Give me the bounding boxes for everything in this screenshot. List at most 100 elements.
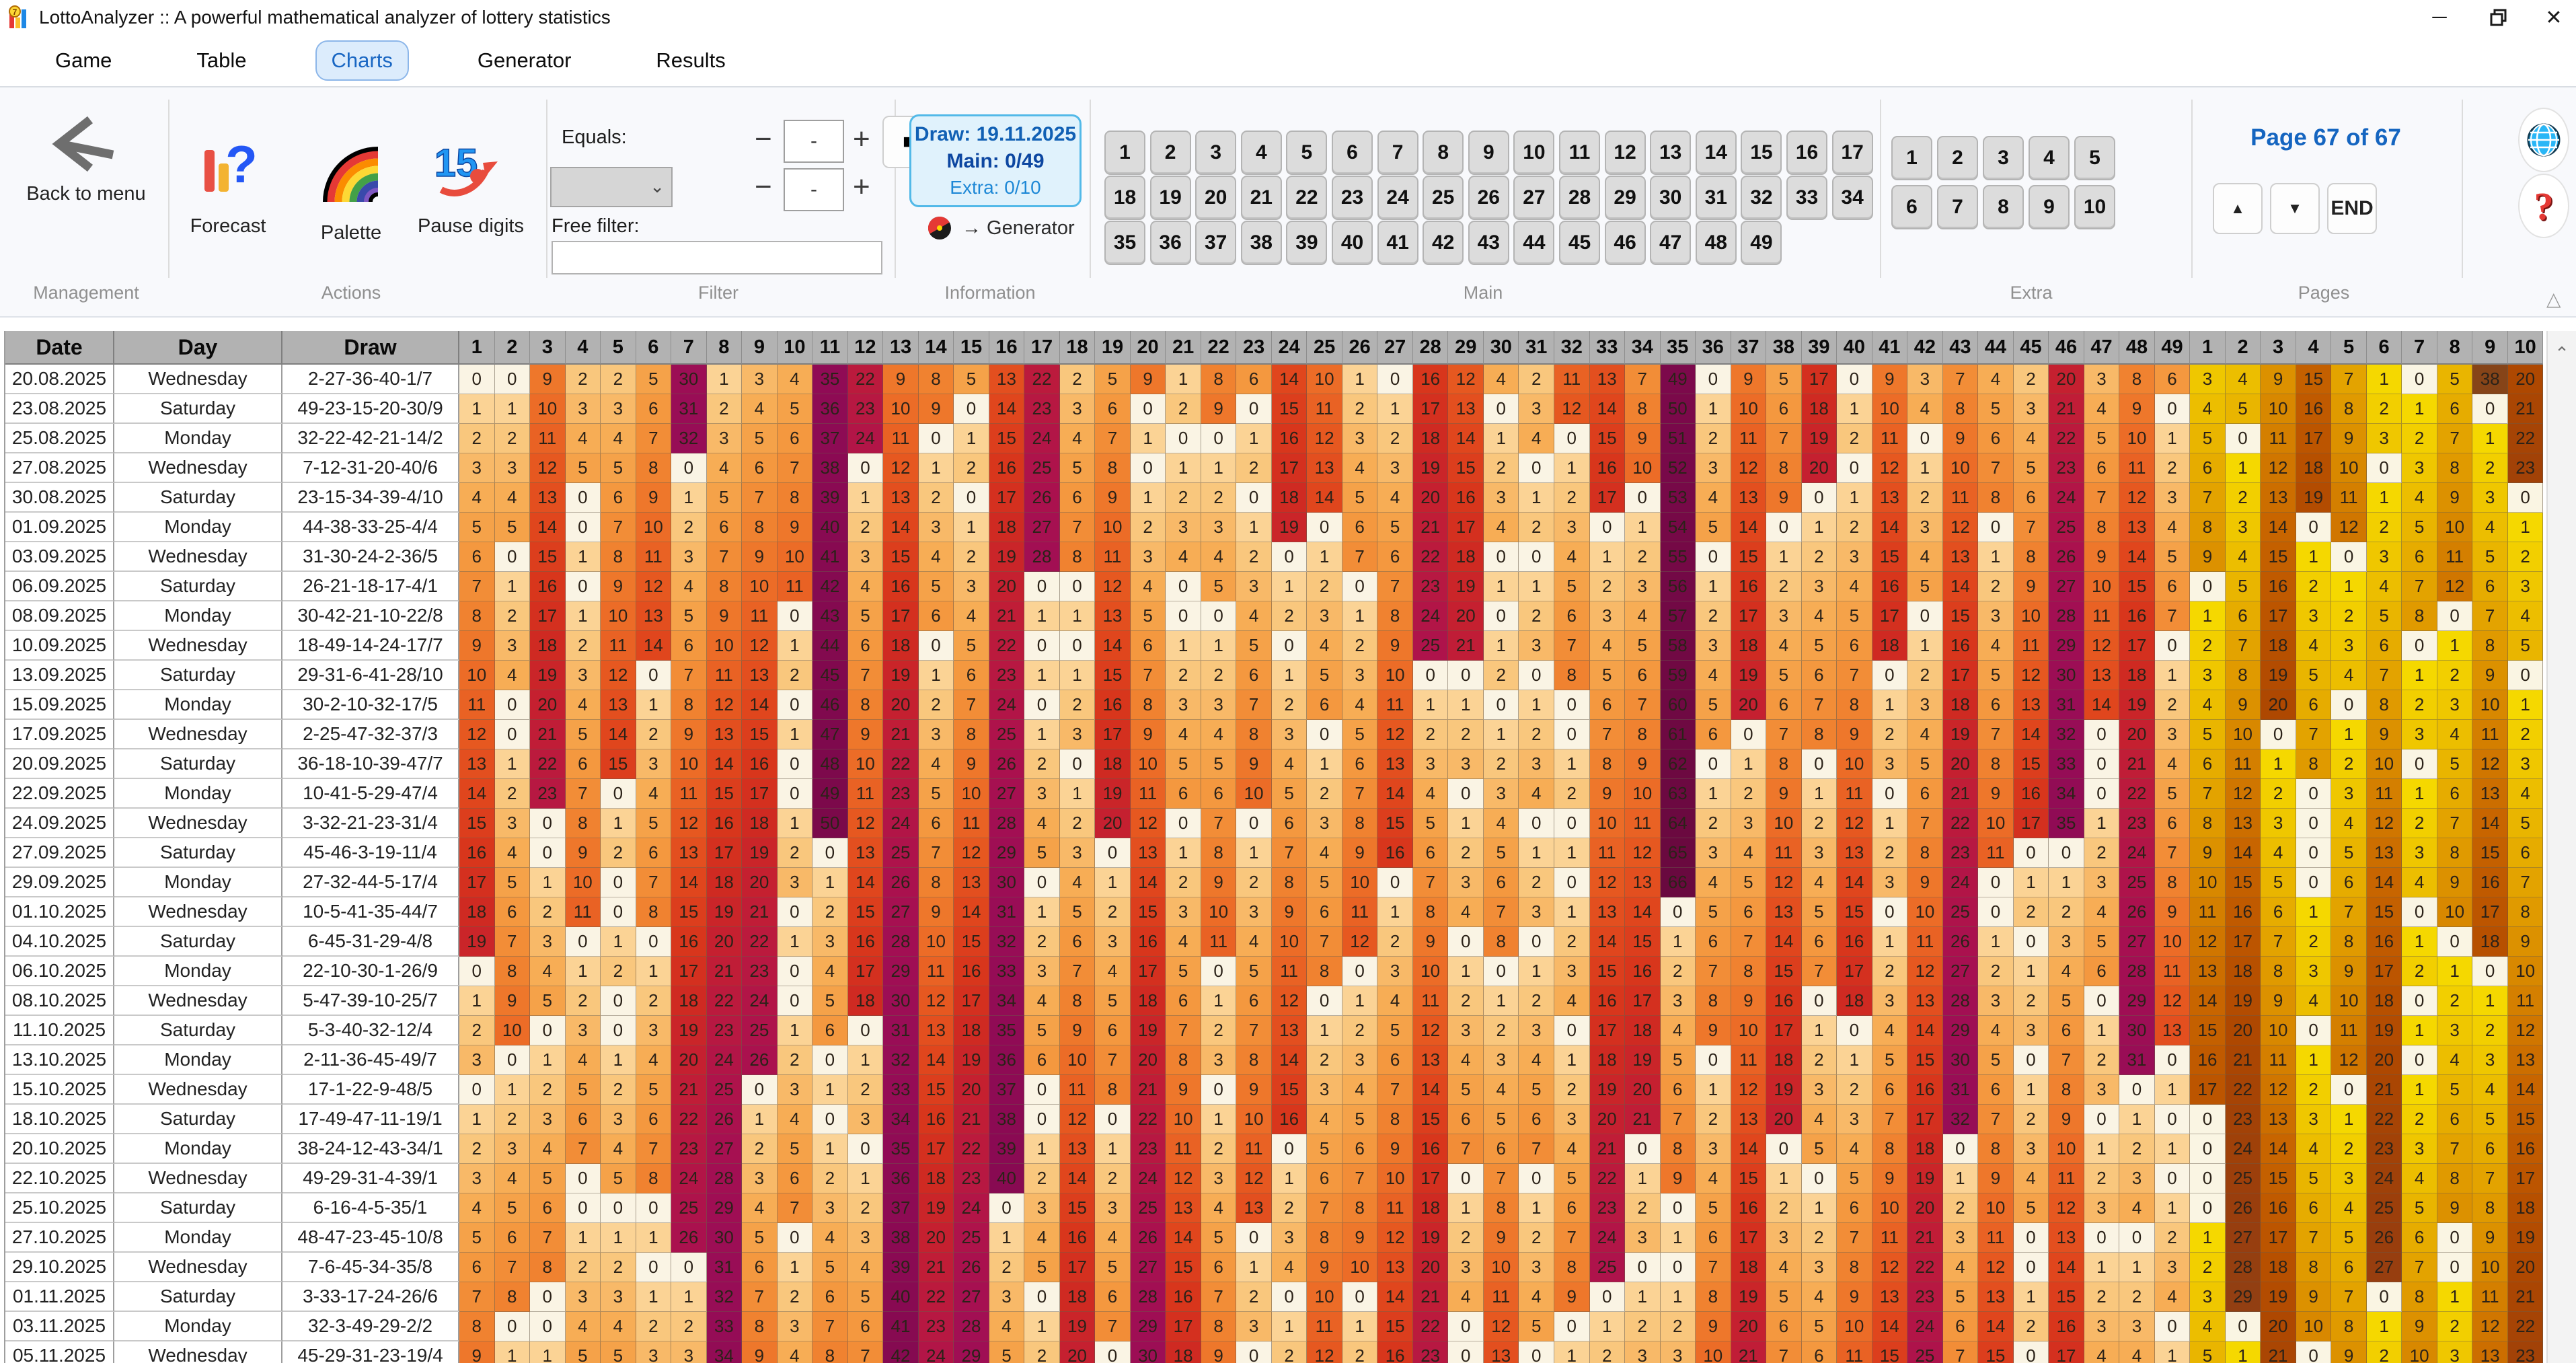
generator-link[interactable]: → Generator xyxy=(927,215,1075,241)
page-end-button[interactable]: END xyxy=(2327,183,2377,234)
extra-number-button-10[interactable]: 10 xyxy=(2074,185,2115,229)
filter-dropdown[interactable]: ⌄ xyxy=(550,167,673,207)
main-number-button-11[interactable]: 11 xyxy=(1559,131,1600,175)
extra-number-button-7[interactable]: 7 xyxy=(1937,185,1978,229)
main-number-button-26[interactable]: 26 xyxy=(1468,176,1509,220)
forecast-button[interactable]: Forecast xyxy=(190,215,266,237)
filter2-plus-button[interactable]: + xyxy=(853,170,870,203)
cell-main-delay: 1 xyxy=(1130,483,1166,513)
column-header-main-27: 27 xyxy=(1377,331,1413,365)
menu-item-game[interactable]: Game xyxy=(55,48,112,72)
pause-digits-button[interactable]: Pause digits xyxy=(418,215,524,237)
main-number-button-29[interactable]: 29 xyxy=(1604,176,1646,220)
cell-main-delay: 9 xyxy=(1271,897,1308,927)
main-number-button-39[interactable]: 39 xyxy=(1286,221,1328,265)
main-number-button-7[interactable]: 7 xyxy=(1377,131,1418,175)
extra-number-button-9[interactable]: 9 xyxy=(2029,185,2070,229)
main-number-button-8[interactable]: 8 xyxy=(1423,131,1464,175)
extra-number-button-5[interactable]: 5 xyxy=(2074,136,2115,180)
cell-extra-delay: 2 xyxy=(2472,453,2508,483)
main-number-button-33[interactable]: 33 xyxy=(1786,176,1827,220)
main-number-button-3[interactable]: 3 xyxy=(1195,131,1237,175)
extra-number-button-1[interactable]: 1 xyxy=(1891,136,1932,180)
main-number-button-27[interactable]: 27 xyxy=(1513,176,1555,220)
menu-item-charts[interactable]: Charts xyxy=(315,40,409,81)
collapse-toolbar-icon[interactable]: △ xyxy=(2546,289,2561,309)
minimize-button[interactable]: ─ xyxy=(2432,6,2447,28)
cell-main-delay: 6 xyxy=(1095,1016,1131,1045)
main-number-button-49[interactable]: 49 xyxy=(1741,221,1782,265)
main-number-button-17[interactable]: 17 xyxy=(1831,131,1873,175)
page-down-button[interactable]: ▼ xyxy=(2270,183,2320,234)
close-button[interactable]: ✕ xyxy=(2545,6,2563,29)
language-globe-button[interactable] xyxy=(2518,108,2569,172)
main-number-button-45[interactable]: 45 xyxy=(1559,221,1600,265)
main-number-button-20[interactable]: 20 xyxy=(1195,176,1237,220)
main-number-button-32[interactable]: 32 xyxy=(1741,176,1782,220)
main-number-button-21[interactable]: 21 xyxy=(1240,176,1282,220)
main-number-button-16[interactable]: 16 xyxy=(1786,131,1827,175)
main-number-button-12[interactable]: 12 xyxy=(1604,131,1646,175)
menu-item-results[interactable]: Results xyxy=(656,48,726,72)
main-number-button-42[interactable]: 42 xyxy=(1423,221,1464,265)
main-number-button-30[interactable]: 30 xyxy=(1650,176,1692,220)
main-number-button-9[interactable]: 9 xyxy=(1468,131,1509,175)
filter2-value-field[interactable]: - xyxy=(784,168,844,211)
extra-number-button-4[interactable]: 4 xyxy=(2029,136,2070,180)
main-number-button-5[interactable]: 5 xyxy=(1286,131,1328,175)
restore-button[interactable] xyxy=(2478,0,2520,35)
extra-number-button-8[interactable]: 8 xyxy=(1983,185,2024,229)
main-number-button-48[interactable]: 48 xyxy=(1695,221,1737,265)
equals-value-field[interactable]: - xyxy=(784,120,844,163)
cell-main-delay: 7 xyxy=(742,483,778,513)
main-number-button-19[interactable]: 19 xyxy=(1149,176,1191,220)
help-button[interactable]: ? xyxy=(2518,174,2569,238)
main-number-button-31[interactable]: 31 xyxy=(1695,176,1737,220)
main-number-button-40[interactable]: 40 xyxy=(1332,221,1373,265)
palette-rainbow-icon[interactable] xyxy=(323,140,381,208)
main-number-button-35[interactable]: 35 xyxy=(1104,221,1145,265)
main-number-button-18[interactable]: 18 xyxy=(1104,176,1145,220)
main-number-button-13[interactable]: 13 xyxy=(1650,131,1692,175)
main-number-button-1[interactable]: 1 xyxy=(1104,131,1145,175)
extra-number-button-3[interactable]: 3 xyxy=(1983,136,2024,180)
equals-plus-button[interactable]: + xyxy=(853,122,870,155)
main-number-button-44[interactable]: 44 xyxy=(1513,221,1555,265)
main-number-button-47[interactable]: 47 xyxy=(1650,221,1692,265)
back-arrow-icon[interactable] xyxy=(47,116,121,176)
menu-item-generator[interactable]: Generator xyxy=(477,48,572,72)
back-to-menu-button[interactable]: Back to menu xyxy=(26,183,146,205)
extra-number-button-2[interactable]: 2 xyxy=(1937,136,1978,180)
vertical-scrollbar[interactable]: ⌃ xyxy=(2546,331,2576,1363)
main-number-button-4[interactable]: 4 xyxy=(1240,131,1282,175)
main-number-button-46[interactable]: 46 xyxy=(1604,221,1646,265)
main-number-button-22[interactable]: 22 xyxy=(1286,176,1328,220)
palette-button[interactable]: Palette xyxy=(320,222,382,244)
pause-digits-icon[interactable]: 15 xyxy=(434,141,503,205)
forecast-icon[interactable]: ? xyxy=(203,135,258,203)
free-filter-input[interactable] xyxy=(552,241,882,274)
main-number-button-25[interactable]: 25 xyxy=(1423,176,1464,220)
main-number-button-10[interactable]: 10 xyxy=(1513,131,1555,175)
main-number-button-14[interactable]: 14 xyxy=(1695,131,1737,175)
main-number-button-38[interactable]: 38 xyxy=(1240,221,1282,265)
main-number-button-6[interactable]: 6 xyxy=(1332,131,1373,175)
menu-item-table[interactable]: Table xyxy=(196,48,247,72)
main-number-button-24[interactable]: 24 xyxy=(1377,176,1418,220)
main-number-button-36[interactable]: 36 xyxy=(1149,221,1191,265)
main-number-button-2[interactable]: 2 xyxy=(1149,131,1191,175)
filter2-minus-button[interactable]: − xyxy=(755,170,772,203)
main-number-button-23[interactable]: 23 xyxy=(1332,176,1373,220)
main-number-button-41[interactable]: 41 xyxy=(1377,221,1418,265)
page-up-button[interactable]: ▲ xyxy=(2213,183,2263,234)
cell-main-delay: 26 xyxy=(883,868,919,897)
cell-extra-delay: 19 xyxy=(2296,483,2332,513)
main-number-button-34[interactable]: 34 xyxy=(1831,176,1873,220)
equals-minus-button[interactable]: − xyxy=(755,122,772,155)
main-number-button-37[interactable]: 37 xyxy=(1195,221,1237,265)
main-number-button-28[interactable]: 28 xyxy=(1559,176,1600,220)
cell-extra-delay: 0 xyxy=(2190,1193,2226,1223)
main-number-button-15[interactable]: 15 xyxy=(1741,131,1782,175)
extra-number-button-6[interactable]: 6 xyxy=(1891,185,1932,229)
main-number-button-43[interactable]: 43 xyxy=(1468,221,1509,265)
